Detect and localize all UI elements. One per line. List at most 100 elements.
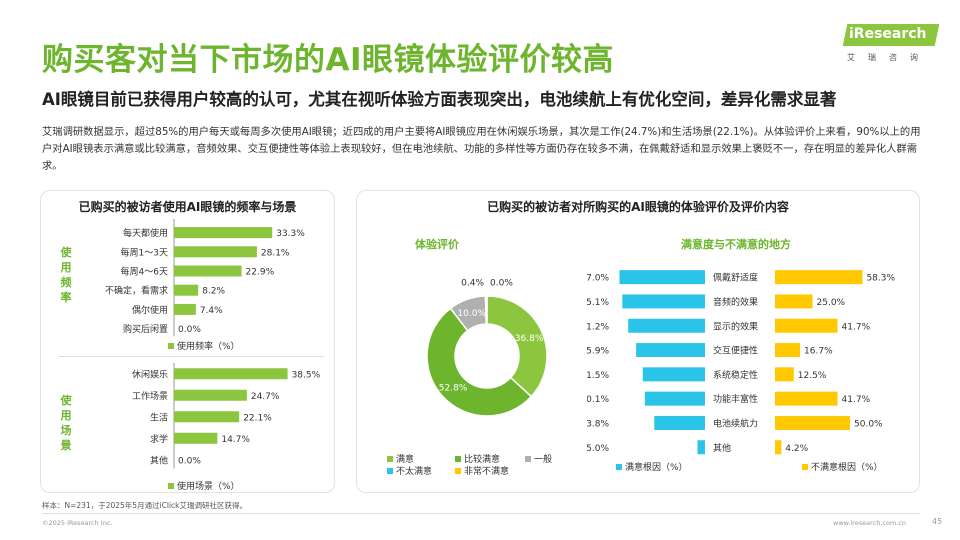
scene-value-label: 0.0% bbox=[178, 456, 201, 466]
page-title: 购买客对当下市场的AI眼镜体验评价较高 bbox=[42, 42, 615, 78]
scene-bar bbox=[174, 389, 247, 401]
freq-bar bbox=[174, 303, 196, 315]
butterfly-category-label: 交互便捷性 bbox=[713, 345, 758, 357]
freq-value-label: 7.4% bbox=[200, 306, 223, 316]
panel-right-title: 已购买的被访者对所购买的AI眼镜的体验评价及评价内容 bbox=[487, 200, 789, 214]
unsat-value-label: 58.3% bbox=[866, 274, 895, 284]
copyright: ©2025 iResearch Inc. bbox=[42, 519, 113, 527]
sat-value-label: 45.9% bbox=[587, 347, 609, 357]
donut-label-dissatisfied: 0.4% bbox=[461, 279, 484, 289]
unsat-bar bbox=[775, 440, 782, 455]
unsat-value-label: 4.2% bbox=[785, 444, 808, 454]
sat-value-label: 5.0% bbox=[587, 444, 609, 454]
scene-value-label: 14.7% bbox=[221, 435, 250, 445]
scene-bar bbox=[174, 432, 218, 444]
scene-value-label: 24.7% bbox=[251, 392, 280, 402]
unsat-bar bbox=[775, 367, 794, 382]
sat-legend: 满意根因（%） bbox=[616, 460, 688, 473]
donut-legend-neutral: 一般 bbox=[525, 452, 552, 465]
freq-legend-swatch bbox=[168, 342, 174, 349]
bars-section-title: 满意度与不满意的地方 bbox=[681, 238, 791, 251]
sat-bar bbox=[619, 270, 705, 285]
scene-category-label: 工作场景 bbox=[132, 390, 168, 402]
donut-slice-fairly-satisfied bbox=[426, 307, 533, 417]
scene-category-label: 休闲娱乐 bbox=[132, 368, 168, 380]
freq-bar bbox=[174, 265, 242, 277]
sat-bar bbox=[636, 343, 705, 358]
unsat-value-label: 25.0% bbox=[817, 298, 846, 308]
sat-bar bbox=[628, 318, 705, 333]
donut-legend-fairly: 比较满意 bbox=[455, 452, 500, 465]
panel-left-divider bbox=[59, 356, 324, 357]
freq-category-label: 偶尔使用 bbox=[132, 304, 168, 316]
legend-swatch-fairly bbox=[455, 455, 461, 462]
legend-label-fairly: 比较满意 bbox=[464, 455, 501, 465]
butterfly-category-label: 系统稳定性 bbox=[713, 369, 758, 381]
intro-paragraph: 艾瑞调研数据显示，超过85%的用户每天或每周多次使用AI眼镜；近四成的用户主要将… bbox=[42, 126, 921, 172]
freq-value-label: 8.2% bbox=[202, 287, 225, 297]
unsat-legend: 不满意根因（%） bbox=[802, 460, 883, 473]
scene-value-label: 22.1% bbox=[243, 413, 272, 423]
butterfly-category-label: 功能丰富性 bbox=[713, 393, 758, 405]
legend-swatch-satisfied bbox=[387, 455, 393, 462]
scene-bar-chart: 休闲娱乐 38.5% 工作场景 24.7% 生活 22.1% 求学 14.7% 其他 0.0% bbox=[132, 363, 321, 469]
donut-label-very-dissatisfied: 0.0% bbox=[490, 279, 513, 289]
legend-swatch-very-dissatisfied bbox=[455, 467, 461, 474]
sat-value-label: 40.1% bbox=[587, 395, 609, 405]
sat-bar bbox=[622, 294, 705, 309]
unsat-value-label: 41.7% bbox=[842, 322, 871, 332]
unsat-value-label: 16.7% bbox=[804, 347, 833, 357]
freq-side-label: 使用频率 bbox=[60, 246, 72, 304]
sat-value-label: 41.5% bbox=[587, 371, 609, 381]
donut-legend-very-dissatisfied: 非常不满意 bbox=[455, 464, 509, 477]
freq-legend-label: 使用频率（%） bbox=[177, 342, 240, 352]
panel-evaluation: 已购买的被访者对所购买的AI眼镜的体验评价及评价内容 体验评价 满意度与不满意的… bbox=[356, 190, 920, 493]
page-subtitle: AI眼镜目前已获得用户较高的认可，尤其在视听体验方面表现突出，电池续航上有优化空… bbox=[42, 90, 837, 109]
page-number: 45 bbox=[932, 517, 943, 526]
logo-cn: 艾瑞咨询 bbox=[847, 53, 931, 62]
sat-bar bbox=[644, 391, 705, 406]
scene-category-label: 生活 bbox=[150, 411, 168, 423]
scene-category-label: 其他 bbox=[150, 454, 168, 466]
donut-label-neutral: 10.0% bbox=[457, 309, 486, 319]
freq-category-label: 购买后闲置 bbox=[123, 323, 168, 335]
unsat-bar bbox=[775, 270, 863, 285]
freq-bar bbox=[174, 284, 199, 296]
freq-bar-chart: 每天都使用 33.3% 每周1～3天 28.1% 每周4～6天 22.9% 不确定，看需求 8… bbox=[105, 219, 305, 337]
freq-category-label: 不确定，看需求 bbox=[105, 285, 168, 297]
freq-category-label: 每天都使用 bbox=[123, 227, 168, 239]
sample-footnote: 样本：N=231，于2025年5月通过iClick艾瑞调研社区获得。 bbox=[42, 501, 248, 510]
sat-legend-swatch bbox=[616, 463, 622, 470]
unsat-bar bbox=[775, 318, 838, 333]
freq-value-label: 0.0% bbox=[178, 325, 201, 335]
freq-category-label: 每周1～3天 bbox=[121, 246, 168, 258]
scene-legend-label: 使用场景（%） bbox=[177, 482, 240, 492]
sat-legend-label: 满意根因（%） bbox=[625, 463, 688, 473]
unsat-value-label: 12.5% bbox=[798, 371, 827, 381]
unsat-bar bbox=[775, 294, 813, 309]
legend-swatch-neutral bbox=[525, 455, 531, 462]
unsat-bar bbox=[775, 343, 801, 358]
panel-left-title: 已购买的被访者使用AI眼镜的频率与场景 bbox=[78, 200, 297, 214]
donut-legend-dissatisfied: 不太满意 bbox=[387, 464, 432, 477]
butterfly-category-label: 显示的效果 bbox=[713, 320, 758, 332]
unsat-bar bbox=[775, 391, 838, 406]
scene-category-label: 求学 bbox=[150, 433, 168, 445]
unsat-bar bbox=[775, 415, 850, 430]
legend-label-very-dissatisfied: 非常不满意 bbox=[464, 467, 510, 477]
freq-value-label: 22.9% bbox=[246, 268, 275, 278]
unsat-value-label: 50.0% bbox=[854, 419, 883, 429]
footer-url: www.iresearch.com.cn bbox=[833, 519, 907, 527]
scene-legend-swatch bbox=[168, 482, 174, 489]
scene-legend: 使用场景（%） bbox=[168, 479, 240, 492]
sat-bar bbox=[642, 367, 705, 382]
butterfly-category-label: 佩戴舒适度 bbox=[713, 272, 758, 284]
satisfaction-butterfly-chart: 57.0% 佩戴舒适度 58.3% 55.1% 音频的效果 25.0% 51.2% 显示的效果… bbox=[587, 270, 895, 455]
sat-value-label: 55.1% bbox=[587, 298, 609, 308]
donut-section-title: 体验评价 bbox=[415, 238, 459, 251]
legend-label-satisfied: 满意 bbox=[396, 455, 415, 465]
sat-value-label: 33.8% bbox=[587, 419, 609, 429]
freq-bar bbox=[174, 227, 273, 239]
donut-label-fairly-satisfied: 52.8% bbox=[439, 384, 468, 394]
unsat-value-label: 41.7% bbox=[842, 395, 871, 405]
